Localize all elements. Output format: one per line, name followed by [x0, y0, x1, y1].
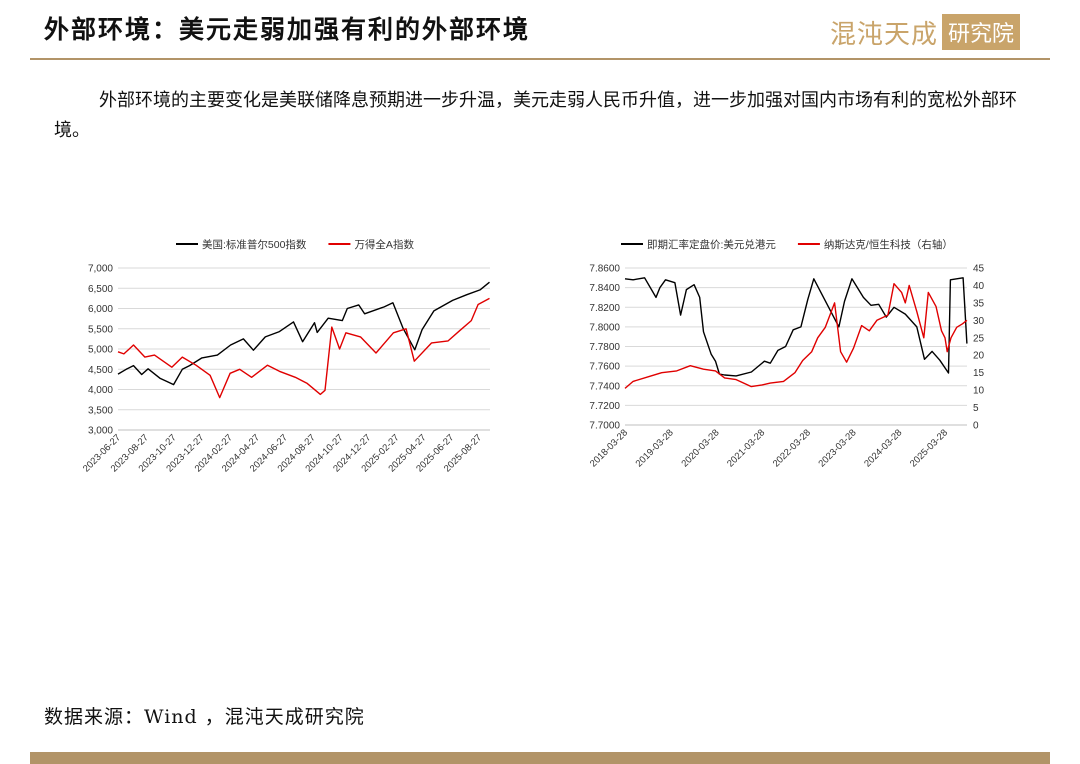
legend-label-2: 万得全A指数: [354, 238, 414, 251]
chart-usdhkd-vs-nasdaq-hstech: 7.7000 7.7200 7.7400 7.7600 7.7800 7.8000 7.82…: [575, 228, 1000, 488]
y-tick-label: 5,500: [88, 324, 113, 335]
y-right-tick-label: 25: [973, 333, 985, 344]
x-tick-label: 2024-03-28: [862, 427, 904, 469]
y-tick-label: 7.8600: [589, 264, 620, 275]
y-right-tick-label: 45: [973, 264, 985, 275]
y-tick-label: 6,000: [88, 304, 113, 315]
y-tick-label: 7.7200: [589, 401, 620, 412]
logo: 混沌天成 研究院: [830, 12, 1021, 52]
x-tick-label: 2021-03-28: [725, 427, 767, 469]
y-tick-label: 7.7000: [589, 421, 620, 432]
y-right-tick-label: 40: [973, 281, 985, 292]
y-tick-label: 3,000: [88, 426, 113, 437]
x-tick-label: 2022-03-28: [771, 427, 813, 469]
intro-paragraph: 外部环境的主要变化是美联储降息预期进一步升温，美元走弱人民币升值，进一步加强对国…: [54, 90, 1017, 141]
series-line-2: [624, 283, 968, 389]
y-right-tick-label: 35: [973, 298, 985, 309]
legend-label-1: 美国:标准普尔500指数: [202, 238, 307, 251]
x-tick-label: 2020-03-28: [679, 427, 721, 469]
chart-sp500-vs-wind-a: 3,000 3,500 4,000 4,500 5,000 5,500 6,000 6,500…: [70, 228, 510, 488]
x-tick-label: 2019-03-28: [634, 427, 676, 469]
chart-1-svg: 3,000 3,500 4,000 4,500 5,000 5,500 6,000 6,500…: [81, 238, 490, 474]
y-tick-label: 6,500: [88, 284, 113, 295]
page-title: 外部环境：美元走弱加强有利的外部环境: [44, 15, 531, 44]
x-tick-label: 2018-03-28: [588, 427, 630, 469]
legend-label-1: 即期汇率定盘价:美元兑港元: [647, 238, 776, 251]
y-tick-label: 7.8400: [589, 283, 620, 294]
footer-bar: [30, 752, 1050, 764]
y-right-tick-label: 20: [973, 351, 985, 362]
y-tick-label: 4,000: [88, 385, 113, 396]
y-tick-label: 5,000: [88, 345, 113, 356]
header-divider: [30, 58, 1050, 60]
y-right-tick-label: 30: [973, 316, 985, 327]
y-tick-label: 4,500: [88, 365, 113, 376]
series-line-1: [117, 281, 490, 386]
series-line-1: [624, 277, 968, 377]
series-line-2: [117, 297, 490, 399]
logo-text-box: 研究院: [942, 14, 1021, 50]
y-right-tick-label: 5: [973, 403, 979, 414]
x-tick-label: 2023-03-28: [816, 427, 858, 469]
y-tick-label: 7.7600: [589, 362, 620, 373]
y-tick-label: 7.7800: [589, 342, 620, 353]
y-tick-label: 7.8000: [589, 322, 620, 333]
y-tick-label: 3,500: [88, 405, 113, 416]
legend-label-2: 纳斯达克/恒生科技（右轴）: [824, 238, 953, 251]
x-tick-label: 2025-03-28: [908, 427, 950, 469]
y-tick-label: 7.8200: [589, 303, 620, 314]
y-tick-label: 7.7400: [589, 381, 620, 392]
y-right-tick-label: 10: [973, 386, 985, 397]
data-source: 数据来源：Wind ，混沌天成研究院: [44, 706, 365, 728]
chart-2-svg: 7.7000 7.7200 7.7400 7.7600 7.7800 7.8000 7.82…: [588, 238, 985, 469]
y-right-tick-label: 0: [973, 421, 979, 432]
logo-text-main: 混沌天成: [830, 19, 939, 50]
y-tick-label: 7,000: [88, 264, 113, 275]
y-right-tick-label: 15: [973, 368, 985, 379]
